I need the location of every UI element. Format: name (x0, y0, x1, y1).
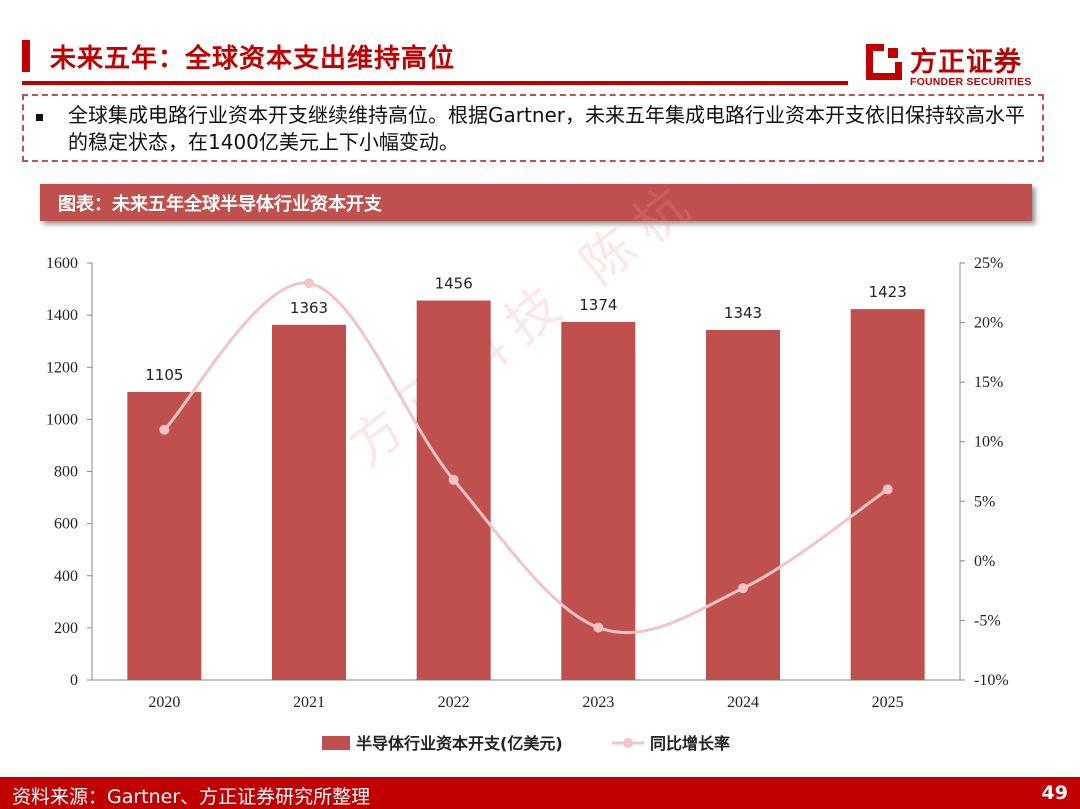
page-number: 49 (1041, 782, 1068, 804)
left-axis-tick-label: 200 (54, 620, 78, 637)
bar-data-label: 1374 (579, 296, 617, 314)
right-axis-tick-label: 25% (974, 255, 1003, 272)
right-axis-tick-label: -10% (974, 672, 1009, 689)
left-axis-tick-label: 1600 (46, 255, 78, 272)
footer-bar: 资料来源：Gartner、方正证券研究所整理 49 (0, 777, 1080, 809)
bullet-text: 全球集成电路行业资本开支继续维持高位。根据Gartner，未来五年集成电路行业资… (68, 103, 1026, 154)
legend-bar-label: 半导体行业资本开支(亿美元) (356, 734, 563, 753)
bar (416, 300, 491, 680)
x-axis-tick-label: 2022 (438, 694, 470, 711)
x-axis-tick-label: 2023 (582, 694, 614, 711)
legend-bar-swatch (322, 736, 350, 750)
bar (127, 392, 202, 680)
x-axis-tick-label: 2020 (148, 694, 180, 711)
bar-data-label: 1456 (435, 275, 473, 293)
growth-rate-point (738, 583, 748, 594)
x-axis-tick-label: 2025 (872, 694, 904, 711)
capex-chart: 0 200 400 600 800 1000 1200 1400 1600 -10% -5% 0% 5%… (46, 255, 1009, 753)
left-axis-tick-label: 400 (54, 568, 78, 585)
footer-source: 资料来源：Gartner、方正证券研究所整理 (12, 786, 371, 808)
left-axis-tick-label: 600 (54, 516, 78, 533)
left-axis-tick-label: 1400 (46, 307, 78, 324)
title-accent-bar (22, 40, 30, 72)
page-title: 未来五年：全球资本支出维持高位 (50, 44, 456, 74)
growth-rate-point (304, 278, 314, 289)
bar-data-label: 1105 (145, 366, 183, 384)
bar (272, 324, 346, 680)
bar (850, 309, 925, 680)
growth-rate-line (163, 281, 889, 634)
left-axis-tick-label: 1200 (46, 359, 78, 376)
x-axis-tick-label: 2024 (727, 694, 759, 711)
legend-line-marker (623, 738, 633, 748)
logo-text-cn: 方正证券 (910, 47, 1022, 78)
logo-mark-icon (866, 44, 902, 80)
legend-line-label: 同比增长率 (650, 734, 730, 753)
right-axis-tick-label: 15% (974, 374, 1003, 391)
bullet-box: 全球集成电路行业资本开支继续维持高位。根据Gartner，未来五年集成电路行业资… (22, 94, 1044, 162)
bullet-marker (36, 114, 43, 121)
bar-data-label: 1343 (724, 304, 762, 322)
growth-rate-point (159, 424, 170, 435)
right-axis-tick-label: 20% (974, 315, 1003, 332)
growth-rate-point (593, 622, 604, 633)
bar-data-label: 1363 (290, 299, 328, 317)
logo-text-en: FOUNDER SECURITIES (910, 76, 1032, 88)
growth-rate-point (448, 474, 459, 485)
x-axis-tick-label: 2021 (293, 694, 325, 711)
left-axis-tick-label: 800 (54, 464, 78, 481)
brand-logo: 方正证券 FOUNDER SECURITIES (862, 40, 1062, 92)
right-axis-tick-label: 5% (974, 493, 995, 510)
chart-caption-banner: 图表：未来五年全球半导体行业资本开支 (40, 184, 1032, 221)
bar-data-label: 1423 (869, 283, 907, 301)
chart-caption: 图表：未来五年全球半导体行业资本开支 (58, 194, 382, 215)
bar (706, 329, 780, 680)
growth-rate-point (882, 484, 893, 495)
title-underline (22, 81, 848, 85)
left-axis-tick-label: 0 (70, 672, 78, 689)
right-axis-tick-label: 0% (974, 553, 995, 570)
right-axis-tick-label: 10% (974, 434, 1003, 451)
left-axis-tick-label: 1000 (46, 411, 78, 428)
bar (561, 321, 636, 680)
right-axis-tick-label: -5% (974, 612, 1001, 629)
